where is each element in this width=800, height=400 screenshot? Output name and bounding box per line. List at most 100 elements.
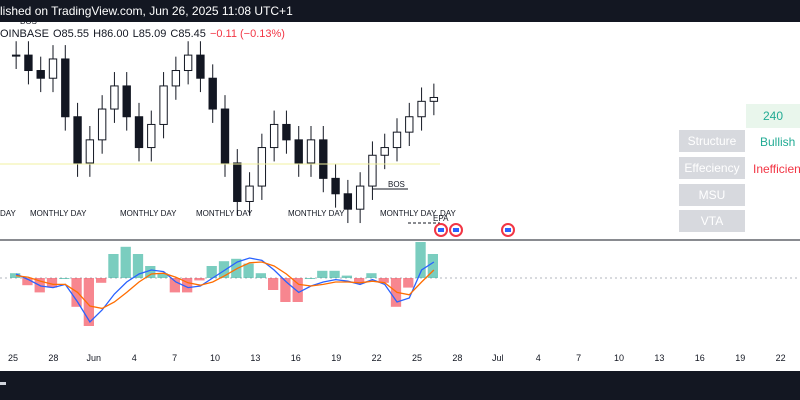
candle-body bbox=[392, 131, 402, 149]
x-tick-label: 13 bbox=[654, 353, 664, 363]
x-tick-label: 7 bbox=[172, 353, 177, 363]
day-label: MONTHLY DAY bbox=[196, 209, 253, 218]
bos-label-mid: BOS bbox=[388, 180, 405, 189]
macd-histogram-bar bbox=[108, 254, 119, 278]
macd-histogram-bar bbox=[22, 278, 33, 286]
day-label: DAY bbox=[440, 209, 457, 218]
epa-label: EPA bbox=[433, 214, 449, 223]
candle-body bbox=[134, 116, 144, 149]
macd-histogram-bar bbox=[268, 278, 279, 290]
structure-label: Structure bbox=[679, 130, 745, 152]
candle-body bbox=[159, 85, 168, 125]
vta-label: VTA bbox=[679, 210, 745, 232]
x-tick-label: 16 bbox=[695, 353, 705, 363]
macd-histogram-bar bbox=[427, 254, 438, 278]
macd-histogram-bar bbox=[243, 263, 254, 278]
macd-histogram-bar bbox=[132, 254, 144, 278]
us-flag-stripe bbox=[453, 228, 459, 232]
macd-histogram-bar bbox=[59, 278, 70, 279]
macd-histogram-bar bbox=[182, 278, 193, 293]
x-tick-label: 13 bbox=[250, 353, 260, 363]
candle-body bbox=[380, 147, 389, 156]
macd-histogram-bar bbox=[280, 278, 291, 302]
signal-line bbox=[16, 261, 435, 310]
macd-histogram-bar bbox=[218, 261, 230, 278]
macd-histogram-bar bbox=[304, 278, 316, 279]
publish-text: lished on TradingView.com, Jun 26, 2025 … bbox=[0, 4, 293, 18]
x-tick-label: 19 bbox=[735, 353, 745, 363]
exchange-label: OINBASE bbox=[0, 28, 49, 40]
candle-body bbox=[405, 116, 414, 133]
candle-body bbox=[196, 54, 205, 79]
candle-body bbox=[269, 123, 279, 149]
day-label: MONTHLY DAY bbox=[288, 209, 345, 218]
candle-body bbox=[171, 70, 181, 87]
candle-body bbox=[343, 193, 353, 210]
macd-histogram-bar bbox=[415, 242, 426, 278]
msu-label: MSU bbox=[679, 184, 745, 206]
publish-header: lished on TradingView.com, Jun 26, 2025 … bbox=[0, 0, 800, 22]
macd-histogram-bar bbox=[46, 278, 58, 288]
day-label: MONTHLY DAY bbox=[120, 209, 177, 218]
bottom-bar bbox=[0, 371, 800, 400]
x-tick-label: 25 bbox=[8, 353, 18, 363]
candle-body bbox=[24, 54, 33, 72]
macd-histogram-bar bbox=[292, 278, 303, 302]
candle-body bbox=[48, 58, 58, 79]
structure-value: Bullish bbox=[760, 135, 796, 149]
candle-body bbox=[73, 116, 82, 164]
candle-body bbox=[122, 85, 131, 118]
x-tick-label: 4 bbox=[536, 353, 541, 363]
candle-body bbox=[331, 177, 340, 195]
day-label: MONTHLY DAY bbox=[30, 209, 87, 218]
candle-body bbox=[110, 85, 119, 110]
candle-body bbox=[233, 162, 242, 202]
candle-body bbox=[36, 70, 45, 79]
candles-layer bbox=[11, 41, 439, 224]
candle-body bbox=[429, 96, 439, 102]
candle-body bbox=[355, 185, 365, 210]
candle-body bbox=[319, 139, 328, 179]
efficiency-value: Inefficient bbox=[753, 162, 800, 176]
macd-histogram-bar bbox=[120, 246, 131, 278]
candle-body bbox=[417, 100, 426, 118]
x-tick-label: Jun bbox=[87, 353, 102, 363]
macd-histogram-bar bbox=[403, 278, 414, 288]
bottom-marker bbox=[0, 382, 6, 385]
candle-body bbox=[208, 77, 217, 110]
macd-histogram-bar bbox=[354, 278, 365, 283]
us-flag-stripe bbox=[438, 228, 444, 232]
bos-label-top: BOS bbox=[20, 22, 37, 26]
macd-histogram-bar bbox=[10, 273, 21, 278]
macd-histogram-bar bbox=[329, 270, 340, 278]
x-tick-label: 28 bbox=[452, 353, 462, 363]
x-tick-label: 7 bbox=[576, 353, 581, 363]
efficiency-label: Effeciency bbox=[679, 157, 745, 179]
close-value: C85.45 bbox=[170, 28, 206, 40]
candle-body bbox=[368, 154, 377, 187]
macd-histogram-bar bbox=[206, 266, 217, 278]
us-flag-stripe bbox=[505, 228, 511, 232]
candle-body bbox=[220, 108, 230, 164]
x-axis: 25 28 Jun 4 7 10 13 16 19 22 25 28 Jul 4 7 10 13 16 19 22 bbox=[8, 353, 786, 363]
macd-histogram-bar bbox=[169, 278, 180, 293]
x-tick-label: 4 bbox=[132, 353, 137, 363]
macd-histogram-bar bbox=[83, 278, 94, 326]
x-tick-label: 10 bbox=[210, 353, 220, 363]
x-tick-label: 28 bbox=[48, 353, 58, 363]
low-value: L85.09 bbox=[132, 28, 167, 40]
x-tick-label: 16 bbox=[291, 353, 301, 363]
candle-body bbox=[147, 123, 156, 149]
candle-body bbox=[11, 54, 21, 57]
timeframe-badge: 240 bbox=[746, 104, 800, 128]
macd-histogram-bar bbox=[145, 266, 156, 278]
macd-histogram-bar bbox=[194, 278, 205, 281]
x-tick-label: 25 bbox=[412, 353, 422, 363]
macd-histogram-bar bbox=[96, 278, 107, 283]
candle-body bbox=[85, 139, 95, 164]
candle-body bbox=[257, 147, 267, 187]
day-label: MONTHLY DAY bbox=[380, 209, 437, 218]
macd-histogram-bar bbox=[317, 270, 328, 278]
